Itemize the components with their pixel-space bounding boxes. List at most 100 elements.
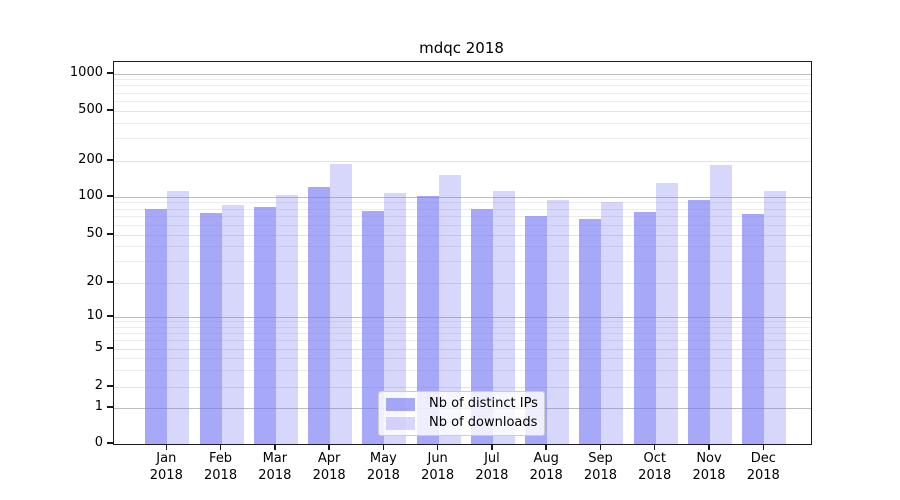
bar-ips-11 bbox=[688, 199, 710, 444]
bar-ips-8 bbox=[525, 215, 548, 444]
x-tick-label-month: Jun bbox=[427, 451, 448, 466]
x-tick-mark bbox=[491, 444, 493, 450]
legend-label-distinct-ips: Nb of distinct IPs bbox=[429, 396, 538, 411]
bar-downloads-7 bbox=[492, 191, 515, 444]
x-tick-label-month: Feb bbox=[209, 451, 233, 466]
x-tick-mark bbox=[436, 444, 439, 450]
bar-downloads-2 bbox=[221, 205, 244, 444]
minor-gridline bbox=[114, 246, 811, 248]
minor-gridline bbox=[114, 160, 811, 162]
x-tick-label-month: Mar bbox=[262, 451, 288, 466]
x-tick-label-month: May bbox=[369, 451, 397, 466]
bar-downloads-8 bbox=[547, 199, 570, 444]
x-tick-label-year: 2018 bbox=[149, 468, 183, 483]
minor-gridline bbox=[114, 282, 811, 284]
bar-ips-12 bbox=[742, 214, 765, 444]
x-tick-label-year: 2018 bbox=[746, 468, 780, 483]
major-gridline bbox=[114, 196, 811, 198]
minor-gridline bbox=[114, 216, 811, 218]
minor-gridline bbox=[114, 369, 811, 371]
bar-downloads-1 bbox=[167, 191, 190, 444]
x-tick-label: Jul 2018 bbox=[460, 450, 524, 484]
x-tick-label: Apr 2018 bbox=[297, 450, 361, 484]
x-tick-label-month: Jan bbox=[156, 451, 177, 466]
y-tick-mark bbox=[107, 159, 113, 161]
bar-ips-2 bbox=[199, 212, 222, 444]
y-tick-mark bbox=[107, 72, 113, 74]
x-tick-label-year: 2018 bbox=[366, 468, 400, 483]
minor-gridline bbox=[114, 261, 811, 263]
y-tick-mark bbox=[107, 406, 113, 408]
minor-gridline bbox=[114, 224, 811, 226]
legend: Nb of distinct IPs Nb of downloads bbox=[378, 391, 545, 436]
legend-item-distinct-ips: Nb of distinct IPs bbox=[386, 396, 538, 412]
y-tick-label: 0 bbox=[94, 435, 103, 450]
x-tick-label-month: Apr bbox=[317, 451, 341, 466]
x-tick-label: Jan 2018 bbox=[134, 450, 198, 484]
y-tick-label: 50 bbox=[86, 226, 103, 241]
minor-gridline bbox=[114, 138, 811, 140]
x-tick-label: Sep 2018 bbox=[568, 450, 632, 484]
bar-downloads-10 bbox=[655, 182, 678, 444]
minor-gridline bbox=[114, 357, 811, 359]
minor-gridline bbox=[114, 234, 811, 236]
major-gridline bbox=[114, 316, 811, 318]
x-tick-label: Oct 2018 bbox=[623, 450, 687, 484]
minor-gridline bbox=[114, 85, 811, 87]
x-tick-mark bbox=[382, 444, 385, 450]
x-tick-label: Jun 2018 bbox=[406, 450, 470, 484]
bar-ips-3 bbox=[253, 207, 276, 444]
bar-ips-9 bbox=[579, 218, 602, 444]
bar-downloads-3 bbox=[275, 194, 298, 444]
bar-downloads-6 bbox=[438, 174, 461, 444]
legend-swatch-downloads-icon bbox=[386, 416, 415, 430]
bar-ips-7 bbox=[470, 209, 493, 444]
x-tick-mark bbox=[599, 444, 602, 450]
x-tick-label-year: 2018 bbox=[638, 468, 672, 483]
minor-gridline bbox=[114, 386, 811, 388]
y-tick-mark bbox=[107, 315, 113, 317]
x-tick-label-year: 2018 bbox=[421, 468, 455, 483]
y-tick-label: 20 bbox=[86, 274, 103, 289]
minor-gridline bbox=[114, 100, 811, 102]
y-tick-label: 1 bbox=[94, 399, 103, 414]
y-tick-mark bbox=[107, 442, 113, 444]
x-tick-label-year: 2018 bbox=[312, 468, 346, 483]
x-tick-label-year: 2018 bbox=[692, 468, 726, 483]
x-tick-label: Dec 2018 bbox=[731, 450, 795, 484]
minor-gridline bbox=[114, 122, 811, 124]
y-tick-mark bbox=[107, 195, 113, 197]
minor-gridline bbox=[114, 332, 811, 334]
bar-downloads-4 bbox=[330, 163, 353, 444]
y-tick-label: 10 bbox=[86, 308, 103, 323]
x-tick-mark bbox=[274, 444, 276, 450]
x-tick-label-year: 2018 bbox=[204, 468, 238, 483]
x-tick-label: Feb 2018 bbox=[189, 450, 253, 484]
x-tick-mark bbox=[328, 444, 330, 450]
x-tick-label: May 2018 bbox=[351, 450, 415, 484]
legend-item-downloads: Nb of downloads bbox=[386, 415, 537, 431]
y-tick-label: 200 bbox=[78, 152, 103, 167]
x-tick-label: Aug 2018 bbox=[514, 450, 578, 484]
y-tick-mark bbox=[107, 385, 113, 387]
x-tick-mark bbox=[762, 444, 764, 450]
y-tick-label: 2 bbox=[94, 378, 103, 393]
x-tick-mark bbox=[165, 444, 167, 450]
minor-gridline bbox=[114, 110, 811, 112]
minor-gridline bbox=[114, 202, 811, 204]
minor-gridline bbox=[114, 208, 811, 210]
bar-ips-1 bbox=[145, 209, 168, 444]
bar-ips-4 bbox=[308, 186, 331, 444]
x-tick-label-month: Nov bbox=[696, 451, 722, 466]
x-tick-label: Nov 2018 bbox=[677, 450, 741, 484]
minor-gridline bbox=[114, 348, 811, 350]
x-tick-mark bbox=[219, 444, 222, 450]
y-tick-label: 100 bbox=[78, 188, 103, 203]
bar-downloads-12 bbox=[764, 191, 787, 444]
minor-gridline bbox=[114, 79, 811, 81]
minor-gridline bbox=[114, 92, 811, 94]
plot-area bbox=[113, 61, 812, 445]
x-tick-label: Mar 2018 bbox=[243, 450, 307, 484]
y-tick-mark bbox=[107, 281, 113, 283]
